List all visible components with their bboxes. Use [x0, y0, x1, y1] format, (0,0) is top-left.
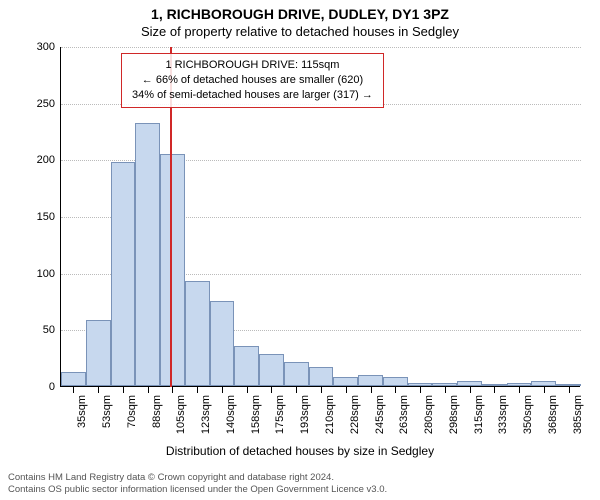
- histogram-bar: [309, 367, 334, 386]
- x-tick: [519, 387, 520, 393]
- info-box: 1 RICHBOROUGH DRIVE: 115sqm← 66% of deta…: [121, 53, 384, 108]
- plot-area: 05010015020025030035sqm53sqm70sqm88sqm10…: [60, 47, 580, 387]
- x-tick: [222, 387, 223, 393]
- x-tick-label: 298sqm: [448, 395, 460, 445]
- histogram-bar: [61, 372, 86, 386]
- x-tick-label: 175sqm: [274, 395, 286, 445]
- x-tick: [271, 387, 272, 393]
- x-tick: [123, 387, 124, 393]
- x-tick: [172, 387, 173, 393]
- x-tick: [420, 387, 421, 393]
- histogram-bar: [135, 123, 160, 386]
- x-tick-label: 210sqm: [324, 395, 336, 445]
- x-tick: [321, 387, 322, 393]
- x-tick-label: 385sqm: [572, 395, 584, 445]
- x-tick: [197, 387, 198, 393]
- x-tick-label: 350sqm: [522, 395, 534, 445]
- histogram-bar: [259, 354, 284, 386]
- footer-line2: Contains OS public sector information li…: [8, 484, 387, 496]
- histogram-bar: [210, 301, 235, 386]
- histogram-bar: [482, 384, 507, 386]
- x-tick-label: 140sqm: [225, 395, 237, 445]
- x-tick: [494, 387, 495, 393]
- info-box-line3: 34% of semi-detached houses are larger (…: [132, 88, 373, 103]
- x-tick: [98, 387, 99, 393]
- footer: Contains HM Land Registry data © Crown c…: [8, 472, 387, 496]
- histogram-bar: [333, 377, 358, 386]
- x-tick: [148, 387, 149, 393]
- histogram-bar: [284, 362, 309, 386]
- x-tick-label: 35sqm: [76, 395, 88, 445]
- chart: Number of detached properties 0501001502…: [60, 47, 580, 417]
- x-tick-label: 88sqm: [151, 395, 163, 445]
- histogram-bar: [556, 384, 581, 386]
- x-axis-title: Distribution of detached houses by size …: [0, 444, 600, 458]
- x-tick-label: 368sqm: [547, 395, 559, 445]
- y-tick-label: 100: [21, 268, 55, 280]
- x-tick-label: 263sqm: [398, 395, 410, 445]
- x-tick-label: 158sqm: [250, 395, 262, 445]
- grid-line: [61, 47, 581, 48]
- histogram-bar: [507, 383, 532, 386]
- y-tick-label: 250: [21, 98, 55, 110]
- histogram-bar: [185, 281, 210, 386]
- x-tick-label: 280sqm: [423, 395, 435, 445]
- histogram-bar: [160, 154, 185, 386]
- x-tick: [470, 387, 471, 393]
- title-sub: Size of property relative to detached ho…: [0, 22, 600, 39]
- histogram-bar: [111, 162, 136, 386]
- x-tick-label: 315sqm: [473, 395, 485, 445]
- x-tick: [346, 387, 347, 393]
- histogram-bar: [457, 381, 482, 386]
- y-tick-label: 150: [21, 211, 55, 223]
- y-tick-label: 200: [21, 154, 55, 166]
- x-tick-label: 333sqm: [497, 395, 509, 445]
- x-tick: [395, 387, 396, 393]
- histogram-bar: [432, 383, 457, 386]
- x-tick: [445, 387, 446, 393]
- x-tick-label: 123sqm: [200, 395, 212, 445]
- x-tick-label: 228sqm: [349, 395, 361, 445]
- info-box-line2: ← 66% of detached houses are smaller (62…: [132, 73, 373, 88]
- histogram-bar: [383, 377, 408, 386]
- x-tick: [544, 387, 545, 393]
- x-tick-label: 105sqm: [175, 395, 187, 445]
- y-tick-label: 300: [21, 41, 55, 53]
- y-tick-label: 50: [21, 324, 55, 336]
- x-tick-label: 53sqm: [101, 395, 113, 445]
- histogram-bar: [86, 320, 111, 386]
- x-tick-label: 245sqm: [374, 395, 386, 445]
- info-box-line1: 1 RICHBOROUGH DRIVE: 115sqm: [132, 58, 373, 73]
- histogram-bar: [358, 375, 383, 386]
- x-tick: [296, 387, 297, 393]
- histogram-bar: [408, 383, 433, 386]
- histogram-bar: [531, 381, 556, 386]
- x-tick: [247, 387, 248, 393]
- y-tick-label: 0: [21, 381, 55, 393]
- title-main: 1, RICHBOROUGH DRIVE, DUDLEY, DY1 3PZ: [0, 0, 600, 22]
- histogram-bar: [234, 346, 259, 386]
- x-tick-label: 70sqm: [126, 395, 138, 445]
- x-tick: [73, 387, 74, 393]
- x-tick-label: 193sqm: [299, 395, 311, 445]
- footer-line1: Contains HM Land Registry data © Crown c…: [8, 472, 387, 484]
- x-tick: [371, 387, 372, 393]
- x-tick: [569, 387, 570, 393]
